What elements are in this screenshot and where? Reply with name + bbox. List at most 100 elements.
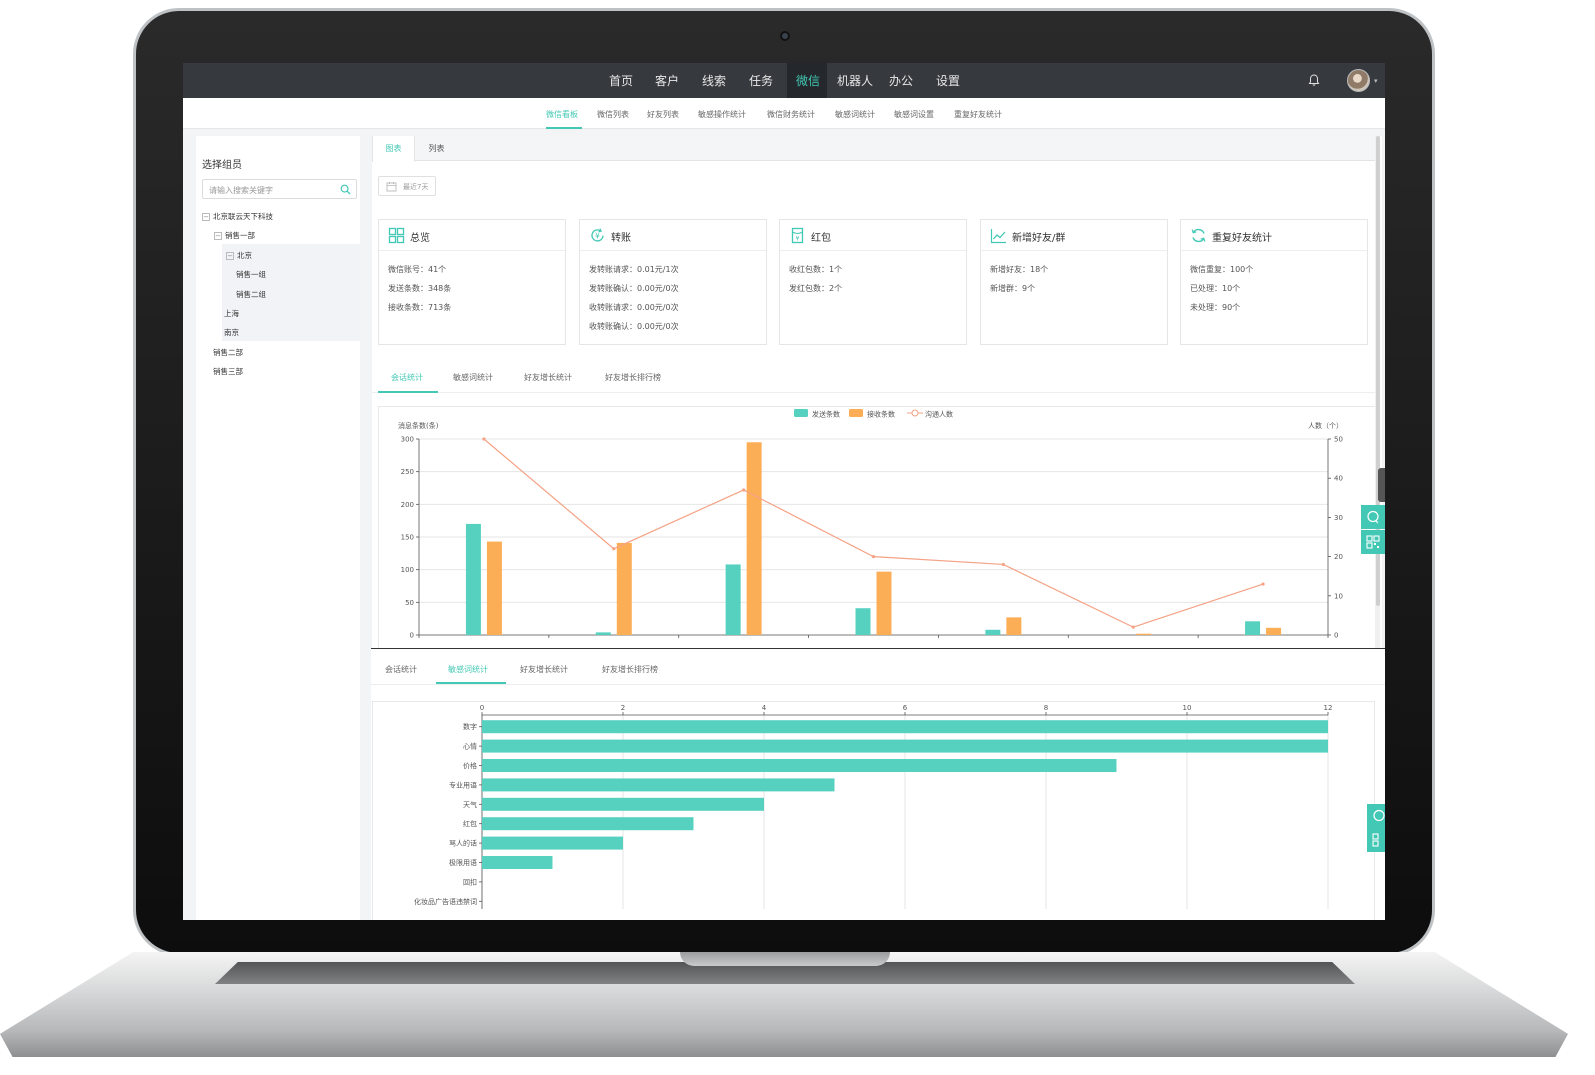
qrcode-icon bbox=[1366, 535, 1380, 549]
lower-chart-tabs: 会话统计 敏感词统计 好友增长统计 好友增长排行榜 bbox=[371, 649, 1385, 685]
subnav-duplicate-friends[interactable]: 重复好友统计 bbox=[954, 110, 1002, 119]
tree-node-sales-group-1[interactable]: 销售一组 bbox=[236, 270, 266, 279]
chevron-down-icon[interactable]: ▾ bbox=[1374, 77, 1378, 85]
webcam-icon bbox=[780, 31, 790, 41]
user-avatar[interactable] bbox=[1347, 69, 1370, 92]
tree-node-company[interactable]: − 北京联云天下科技 bbox=[202, 211, 273, 222]
bar bbox=[482, 817, 694, 831]
member-selector-panel: 选择组员 请输入搜索关键字 − 北京联云天下科技 − 销售一部 − 北京 销售一组 销… bbox=[196, 136, 360, 920]
nav-item-customers[interactable]: 客户 bbox=[655, 74, 680, 88]
app-screen: 首页 客户 线索 任务 微信 机器人 办公 设置 ▾ 微信看板 微信列表 好友列… bbox=[183, 63, 1385, 920]
y2-tick-label: 20 bbox=[1334, 553, 1343, 561]
sensitive-word-chart-container: 0 2 4 6 8 10 12 数字 心情 价格 专业用语 天气 红包 骂人的话 极限用语 回扣 化妆品广告语违… bbox=[372, 701, 1375, 920]
line-point bbox=[1001, 562, 1005, 567]
tree-node-sales-dept-3[interactable]: 销售三部 bbox=[213, 367, 243, 376]
nav-item-tasks[interactable]: 任务 bbox=[749, 74, 774, 88]
bar bbox=[1136, 633, 1152, 635]
tree-selected-highlight bbox=[222, 244, 360, 341]
tree-node-sales-group-2[interactable]: 销售二组 bbox=[236, 290, 266, 299]
nav-item-wechat[interactable]: 微信 bbox=[796, 74, 821, 88]
tab-friend-growth[interactable]: 好友增长统计 bbox=[524, 373, 572, 382]
qrcode-float-button[interactable] bbox=[1367, 828, 1385, 852]
y-tick-label: 250 bbox=[401, 468, 414, 476]
tab-session-stats[interactable]: 会话统计 bbox=[385, 665, 417, 674]
y-tick-label: 0 bbox=[410, 632, 414, 640]
tree-node-sales-dept-2[interactable]: 销售二部 bbox=[213, 348, 243, 357]
card-stat: 收转账确认：0.00元/0次 bbox=[589, 322, 679, 331]
y-tick-label: 心情 bbox=[463, 742, 477, 751]
grid-icon bbox=[388, 227, 405, 244]
legend-marker bbox=[911, 409, 919, 417]
x-tick-label: 0 bbox=[480, 704, 484, 712]
qrcode-float-button[interactable] bbox=[1361, 530, 1385, 554]
top-navigation: 首页 客户 线索 任务 微信 机器人 办公 设置 ▾ bbox=[183, 63, 1385, 98]
tree-node-beijing[interactable]: − 北京 bbox=[226, 250, 252, 261]
nav-item-robot[interactable]: 机器人 bbox=[837, 74, 874, 88]
bar bbox=[482, 720, 1328, 734]
bell-icon[interactable] bbox=[1307, 73, 1321, 87]
nav-item-leads[interactable]: 线索 bbox=[702, 74, 727, 88]
collapse-icon[interactable]: − bbox=[226, 252, 234, 260]
y-tick-label: 天气 bbox=[463, 800, 477, 809]
card-stat: 发红包数：2个 bbox=[789, 284, 843, 293]
line-point bbox=[612, 547, 616, 551]
subnav-finance-stats[interactable]: 微信财务统计 bbox=[767, 110, 815, 119]
member-search-input[interactable]: 请输入搜索关键字 bbox=[202, 179, 357, 199]
bar bbox=[1245, 621, 1261, 635]
y-tick-label: 专业用语 bbox=[449, 780, 477, 789]
subnav-wechat-board[interactable]: 微信看板 bbox=[546, 110, 578, 119]
tab-session-stats[interactable]: 会话统计 bbox=[391, 373, 423, 382]
tab-friend-growth[interactable]: 好友增长统计 bbox=[520, 665, 568, 674]
y-tick-label: 数字 bbox=[463, 722, 477, 731]
tab-sensitive-words[interactable]: 敏感词统计 bbox=[448, 665, 488, 674]
chat-float-button[interactable] bbox=[1361, 505, 1385, 529]
x-tick-label: 10 bbox=[1183, 704, 1192, 712]
subnav-friend-list[interactable]: 好友列表 bbox=[647, 110, 679, 119]
tab-list[interactable]: 列表 bbox=[428, 144, 445, 153]
card-header: 总览 bbox=[379, 220, 565, 251]
nav-item-home[interactable]: 首页 bbox=[609, 74, 634, 88]
card-transfer: ¥ 转账 发转账请求：0.01元/1次 发转账确认：0.00元/0次 收转账请求… bbox=[579, 219, 767, 345]
subnav-sensitive-settings[interactable]: 敏感词设置 bbox=[894, 110, 934, 119]
y-tick-label: 150 bbox=[401, 534, 414, 542]
tab-sensitive-words[interactable]: 敏感词统计 bbox=[453, 373, 493, 382]
collapse-icon[interactable]: − bbox=[202, 213, 210, 221]
card-stat: 发转账请求：0.01元/1次 bbox=[589, 265, 679, 274]
collapse-icon[interactable]: − bbox=[214, 232, 222, 240]
tree-node-shanghai[interactable]: 上海 bbox=[224, 309, 239, 318]
subnav-wechat-list[interactable]: 微信列表 bbox=[597, 110, 629, 119]
side-handle[interactable] bbox=[1378, 468, 1385, 502]
bar bbox=[482, 778, 835, 792]
bar bbox=[1006, 617, 1022, 635]
card-stat: 微信重复：100个 bbox=[1190, 265, 1254, 274]
scrollbar-thumb[interactable] bbox=[1376, 136, 1380, 606]
card-title: 转账 bbox=[611, 233, 631, 244]
tree-node-nanjing[interactable]: 南京 bbox=[224, 328, 239, 337]
subnav-sensitive-ops[interactable]: 敏感操作统计 bbox=[698, 110, 746, 119]
nav-item-office[interactable]: 办公 bbox=[889, 74, 914, 88]
bar bbox=[876, 571, 892, 635]
tab-friend-ranking[interactable]: 好友增长排行榜 bbox=[602, 665, 658, 674]
x-tick-label: 2 bbox=[621, 704, 625, 712]
bar bbox=[595, 632, 611, 635]
red-packet-icon: ¥ bbox=[791, 227, 804, 244]
card-stat: 已处理：10个 bbox=[1190, 284, 1241, 293]
qrcode-icon bbox=[1372, 833, 1379, 847]
y2-tick-label: 0 bbox=[1334, 632, 1338, 640]
tree-node-sales-dept-1[interactable]: − 销售一部 bbox=[214, 230, 255, 241]
tab-chart[interactable]: 图表 bbox=[372, 136, 415, 162]
card-header: 新增好友/群 bbox=[981, 220, 1167, 251]
bar bbox=[746, 442, 762, 635]
nav-item-settings[interactable]: 设置 bbox=[936, 74, 961, 88]
x-tick-label: 6 bbox=[903, 704, 908, 712]
chart-tabs: 会话统计 敏感词统计 好友增长统计 好友增长排行榜 bbox=[372, 363, 1378, 393]
card-stat: 微信账号：41个 bbox=[388, 265, 447, 274]
search-icon[interactable] bbox=[340, 184, 351, 195]
y-tick-label: 化妆品广告语违禁词 bbox=[414, 897, 477, 906]
subnav-sensitive-words[interactable]: 敏感词统计 bbox=[835, 110, 875, 119]
date-range-picker[interactable]: 最近7天 bbox=[378, 176, 436, 196]
tab-friend-ranking[interactable]: 好友增长排行榜 bbox=[605, 373, 661, 382]
chat-float-button[interactable] bbox=[1367, 804, 1385, 828]
card-header: 重复好友统计 bbox=[1181, 220, 1367, 251]
